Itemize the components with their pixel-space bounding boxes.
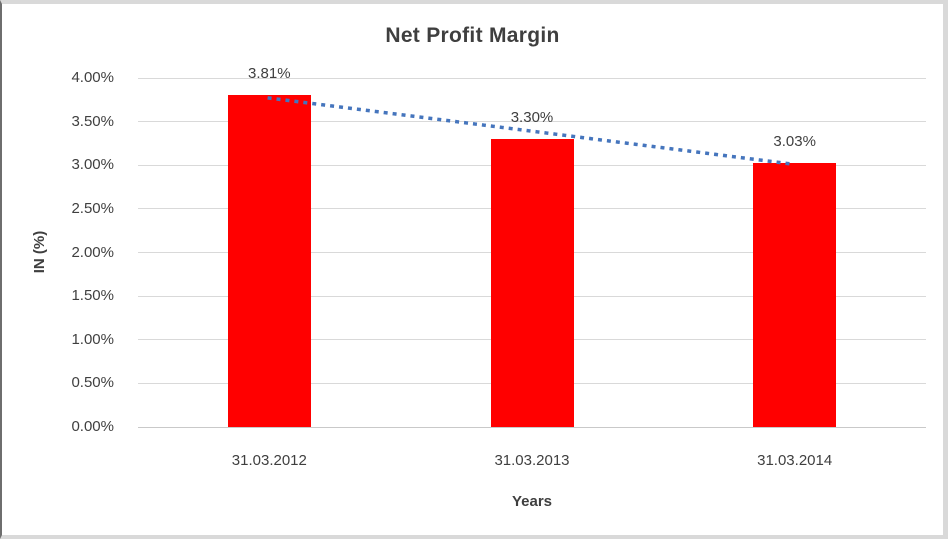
bar-value-label: 3.30% bbox=[510, 109, 554, 127]
bar-31.03.2012 bbox=[227, 94, 311, 427]
y-tick-label: 0.50% bbox=[71, 374, 114, 392]
gridline bbox=[138, 77, 926, 79]
y-tick-label: 1.00% bbox=[71, 330, 114, 348]
trendline-layer bbox=[267, 96, 797, 167]
bar-31.03.2013 bbox=[490, 139, 574, 427]
trendline bbox=[267, 96, 797, 167]
bar-31.03.2014 bbox=[753, 162, 837, 427]
x-tick-label: 31.03.2014 bbox=[757, 452, 833, 469]
x-axis-title: Years bbox=[511, 493, 553, 510]
y-tick-label: 1.50% bbox=[71, 287, 114, 305]
y-tick-label: 3.50% bbox=[71, 112, 114, 130]
gridline bbox=[138, 121, 926, 123]
y-tick-label: 2.00% bbox=[71, 243, 114, 261]
bar-value-label: 3.81% bbox=[248, 64, 291, 82]
y-tick-label: 4.00% bbox=[71, 69, 114, 86]
bar-value-label: 3.03% bbox=[773, 132, 816, 150]
plot-area: 3.81% 3.30% 3.03% bbox=[138, 65, 926, 428]
x-tick-label: 31.03.2013 bbox=[494, 452, 570, 469]
x-axis-line bbox=[138, 426, 926, 428]
x-tick-label: 31.03.2012 bbox=[231, 452, 307, 469]
y-tick-label: 2.50% bbox=[71, 199, 114, 217]
y-tick-label: 0.00% bbox=[71, 418, 114, 435]
y-tick-label: 3.00% bbox=[71, 156, 114, 174]
chart-title: Net Profit Margin bbox=[385, 24, 560, 47]
